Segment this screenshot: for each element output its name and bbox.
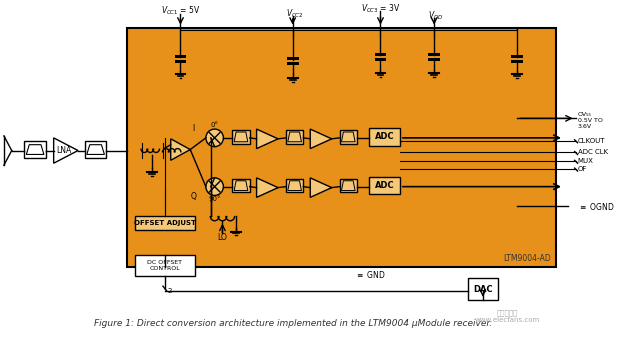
Text: ADC: ADC [375, 181, 394, 190]
Polygon shape [256, 178, 278, 197]
Bar [286, 179, 303, 192]
Text: 90°: 90° [208, 196, 221, 202]
Text: I: I [192, 123, 194, 133]
Polygon shape [310, 178, 332, 197]
Bar [339, 179, 357, 192]
Bar [287, 57, 298, 60]
Text: LO: LO [218, 233, 227, 242]
Bar [175, 60, 187, 63]
Circle shape [206, 129, 224, 147]
Polygon shape [171, 139, 190, 160]
Bar [232, 179, 250, 192]
Bar [287, 62, 298, 65]
Bar [428, 53, 440, 56]
Bar [286, 130, 303, 144]
Bar [339, 130, 357, 144]
Bar [369, 177, 400, 194]
Bar [428, 58, 440, 61]
Text: ADC CLK: ADC CLK [578, 150, 607, 155]
Text: 0°: 0° [211, 122, 219, 128]
Text: $V_{CC1}$ = 5V: $V_{CC1}$ = 5V [161, 5, 200, 17]
Text: $\equiv$ GND: $\equiv$ GND [355, 269, 386, 280]
Polygon shape [256, 129, 278, 149]
Bar [232, 130, 250, 144]
Polygon shape [310, 129, 332, 149]
Text: MUX: MUX [578, 158, 593, 164]
Text: ADC: ADC [375, 132, 394, 141]
Text: DAC: DAC [473, 285, 493, 294]
Text: $\equiv$ OGND: $\equiv$ OGND [578, 201, 614, 212]
Text: DC OFFSET
CONTROL: DC OFFSET CONTROL [147, 260, 182, 271]
Text: Q: Q [190, 192, 196, 201]
Bar [24, 141, 46, 158]
Text: CLKOUT: CLKOUT [578, 138, 605, 144]
Text: OF: OF [578, 166, 587, 172]
Bar [85, 141, 106, 158]
Text: LNA: LNA [56, 146, 71, 155]
Text: 2: 2 [167, 288, 172, 294]
Bar [127, 28, 556, 267]
Text: $V_{DD}$: $V_{DD}$ [428, 10, 444, 22]
Bar [369, 128, 400, 146]
Text: Figure 1: Direct conversion architecture implemented in the LTM9004 μModule rece: Figure 1: Direct conversion architecture… [93, 319, 492, 328]
Circle shape [206, 178, 224, 196]
Text: LTM9004-AD: LTM9004-AD [503, 254, 551, 263]
Text: $V_{CC3}$ = 3V: $V_{CC3}$ = 3V [361, 3, 400, 15]
Text: 电子发烧友
www.elecfans.com: 电子发烧友 www.elecfans.com [475, 310, 540, 323]
Polygon shape [54, 138, 78, 163]
Bar [511, 55, 523, 58]
Bar [135, 255, 195, 276]
Bar [175, 55, 187, 58]
Bar [468, 279, 497, 300]
Text: OFFSET ADJUST: OFFSET ADJUST [134, 220, 196, 226]
Bar [135, 216, 195, 229]
Bar [375, 58, 386, 61]
Text: OV₅₅
0.5V TO
3.6V: OV₅₅ 0.5V TO 3.6V [578, 112, 603, 129]
Bar [511, 60, 523, 63]
Text: $V_{CC2}$: $V_{CC2}$ [286, 8, 303, 20]
Bar [375, 53, 386, 56]
